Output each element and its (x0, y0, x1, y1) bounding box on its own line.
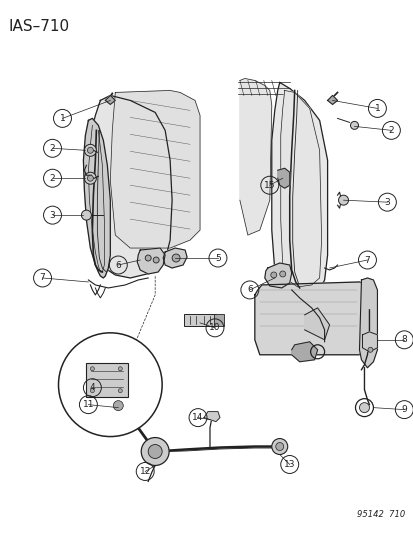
Circle shape (81, 210, 91, 220)
Text: 10: 10 (209, 324, 220, 333)
Text: 6: 6 (115, 261, 121, 270)
Circle shape (84, 172, 96, 184)
Text: 1: 1 (374, 104, 380, 113)
Circle shape (367, 348, 372, 352)
Polygon shape (239, 78, 271, 235)
Polygon shape (280, 91, 321, 287)
Polygon shape (304, 308, 329, 340)
Text: 2: 2 (50, 144, 55, 153)
FancyBboxPatch shape (214, 314, 223, 326)
Circle shape (279, 271, 285, 277)
Text: 3: 3 (384, 198, 389, 207)
Polygon shape (271, 83, 327, 295)
FancyBboxPatch shape (86, 363, 128, 397)
Text: 2: 2 (50, 174, 55, 183)
Text: 11: 11 (83, 400, 94, 409)
Circle shape (338, 195, 348, 205)
Circle shape (358, 402, 368, 413)
Text: 7: 7 (40, 273, 45, 282)
Text: 3: 3 (50, 211, 55, 220)
Polygon shape (264, 263, 291, 288)
Circle shape (141, 438, 169, 465)
Text: 7: 7 (364, 255, 370, 264)
Text: 13: 13 (283, 460, 295, 469)
Text: 95142  710: 95142 710 (356, 510, 404, 519)
Circle shape (270, 272, 276, 278)
Circle shape (271, 439, 287, 455)
Circle shape (113, 401, 123, 410)
Circle shape (153, 257, 159, 263)
Polygon shape (358, 278, 377, 368)
Text: 9: 9 (401, 405, 406, 414)
Circle shape (172, 254, 180, 262)
Polygon shape (254, 282, 370, 355)
Text: 6: 6 (247, 286, 252, 294)
Circle shape (108, 395, 128, 416)
Circle shape (118, 367, 122, 371)
Polygon shape (204, 411, 219, 422)
Circle shape (275, 442, 283, 450)
Text: 1: 1 (59, 114, 65, 123)
Polygon shape (83, 118, 110, 278)
Circle shape (90, 389, 94, 393)
FancyBboxPatch shape (184, 314, 216, 326)
Text: 8: 8 (401, 335, 406, 344)
Circle shape (87, 175, 93, 181)
Polygon shape (163, 248, 187, 268)
Polygon shape (105, 95, 115, 104)
Text: 2: 2 (388, 126, 393, 135)
Circle shape (87, 147, 93, 154)
Text: IAS–710: IAS–710 (9, 19, 70, 34)
Polygon shape (137, 248, 165, 274)
Text: 15: 15 (263, 181, 275, 190)
Polygon shape (88, 95, 172, 278)
Polygon shape (277, 168, 289, 188)
Polygon shape (362, 332, 377, 352)
Circle shape (145, 255, 151, 261)
Text: 14: 14 (192, 413, 203, 422)
Circle shape (84, 144, 96, 156)
Text: 4: 4 (89, 383, 95, 392)
Text: 5: 5 (215, 254, 220, 263)
Polygon shape (291, 342, 317, 362)
Polygon shape (110, 91, 199, 248)
Circle shape (350, 122, 358, 130)
Text: 12: 12 (139, 467, 150, 476)
Circle shape (118, 389, 122, 393)
Circle shape (58, 333, 162, 437)
Circle shape (90, 367, 94, 371)
Polygon shape (327, 95, 337, 104)
Circle shape (148, 445, 162, 458)
